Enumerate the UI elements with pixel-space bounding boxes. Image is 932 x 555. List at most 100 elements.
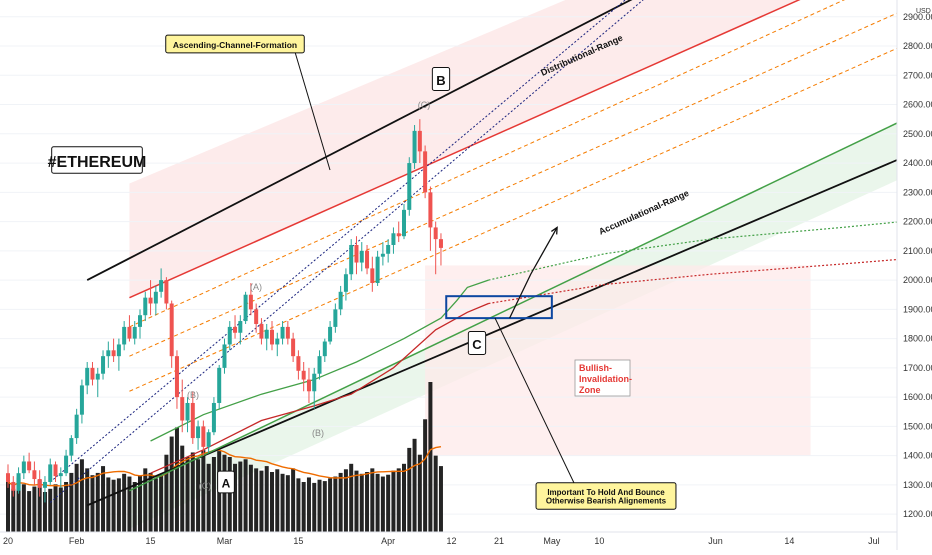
- important-label-text: Important To Hold And Bounce: [547, 488, 665, 497]
- volume-bar: [95, 472, 100, 532]
- volume-bar: [259, 470, 264, 532]
- currency-label: USD: [916, 8, 931, 15]
- volume-bar: [296, 478, 301, 532]
- volume-bar: [79, 459, 84, 532]
- projection-arrowhead: [551, 226, 558, 235]
- ma-green-projection: [488, 218, 932, 281]
- candle-body: [380, 253, 385, 257]
- y-tick-label: 1300.00: [903, 480, 932, 490]
- volume-bar: [37, 479, 42, 532]
- y-tick-label: 2800.00: [903, 41, 932, 51]
- distribution-line: [129, 0, 801, 299]
- volume-bar: [143, 468, 148, 532]
- volume-bar: [264, 466, 269, 532]
- volume-bar: [196, 459, 201, 532]
- candle-body: [143, 297, 148, 316]
- volume-bar: [291, 468, 296, 532]
- y-tick-label: 2100.00: [903, 246, 932, 256]
- wave-label-B1: (B): [187, 390, 199, 400]
- candle-body: [238, 321, 243, 333]
- candle-body: [396, 233, 401, 237]
- x-tick-label: 21: [494, 536, 504, 546]
- candle-body: [116, 344, 121, 357]
- volume-bar: [180, 445, 185, 532]
- candle-body: [106, 350, 111, 357]
- candle-body: [423, 151, 428, 193]
- volume-bar: [354, 470, 359, 532]
- wave-label-C-text: C: [472, 337, 482, 352]
- volume-bar: [201, 450, 206, 532]
- y-tick-label: 2200.00: [903, 217, 932, 227]
- candle-body: [280, 326, 285, 339]
- volume-bar: [153, 478, 158, 532]
- fib-dashed-line: [129, 0, 846, 328]
- volume-bar: [396, 468, 401, 532]
- candle-body: [95, 373, 100, 380]
- candle-body: [428, 192, 433, 228]
- candle-body: [296, 356, 301, 371]
- volume-bar: [254, 468, 259, 532]
- y-tick-label: 1900.00: [903, 304, 932, 314]
- important-leader-line: [494, 317, 576, 486]
- candle-body: [322, 341, 327, 357]
- y-axis-layer: 1200.00 1300.00 1400.00 1500.00 1600.00 1700.…: [896, 0, 932, 550]
- x-tick-label: Jun: [708, 536, 723, 546]
- candle-body: [90, 367, 95, 380]
- volume-bar: [16, 477, 21, 532]
- volume-bar: [53, 484, 58, 532]
- candle-body: [206, 432, 211, 447]
- important-label-bg: [535, 482, 677, 510]
- volume-bar: [322, 481, 327, 532]
- ma-green-line: [150, 279, 489, 442]
- volume-bar: [11, 488, 16, 532]
- candle-body: [138, 315, 142, 327]
- volume-bar: [343, 469, 348, 532]
- wave-label-B-bg: [431, 67, 451, 91]
- y-tick-label: 2700.00: [903, 70, 932, 80]
- wave-label-A: A: [217, 470, 235, 494]
- candle-body: [359, 250, 364, 263]
- volume-bar: [174, 427, 179, 532]
- candle-body: [190, 402, 195, 439]
- x-tick-label: Jul: [868, 536, 880, 546]
- candle-body: [111, 350, 116, 357]
- volume-bar: [306, 477, 311, 532]
- candle-body: [417, 130, 422, 152]
- y-tick-label: 2900.00: [903, 12, 932, 22]
- volume-bar: [270, 472, 274, 532]
- y-tick-label: 1400.00: [903, 451, 932, 461]
- y-tick-label: 1200.00: [903, 509, 932, 519]
- ascending-channel-label-text: Ascending-Channel-Formation: [173, 40, 297, 50]
- candle-body: [21, 461, 26, 474]
- wave-label-C2: (C): [199, 481, 212, 491]
- candles-layer: [6, 119, 443, 503]
- candle-body: [306, 379, 311, 392]
- y-axis-panel: [897, 0, 932, 550]
- candle-body: [259, 323, 264, 339]
- volume-bar: [85, 468, 90, 532]
- invalidation-label: Bullish-Invalidation-Zone: [574, 359, 632, 397]
- volume-bar: [127, 476, 132, 532]
- volume-bar: [211, 457, 216, 532]
- channel-upper-line: [86, 0, 633, 281]
- ascending-channel-label: Ascending-Channel-Formation: [165, 34, 305, 54]
- candle-body: [64, 455, 69, 474]
- candle-body: [164, 280, 169, 304]
- x-tick-label: 20: [3, 536, 13, 546]
- invalidation-label-text: Zone: [579, 385, 601, 395]
- x-tick-label: May: [543, 536, 561, 546]
- y-tick-label: 2000.00: [903, 275, 932, 285]
- candle-body: [159, 280, 164, 292]
- y-tick-label: 2300.00: [903, 187, 932, 197]
- x-tick-label: 10: [594, 536, 604, 546]
- wave-label-A-sub: (A): [250, 282, 262, 292]
- candle-body: [48, 464, 53, 482]
- candle-body: [222, 344, 227, 368]
- volume-bar: [238, 461, 243, 532]
- candle-body: [365, 250, 370, 269]
- volume-bar: [243, 459, 248, 532]
- volume-bar: [407, 447, 412, 532]
- volume-bar: [402, 463, 406, 532]
- candle-body: [433, 227, 438, 240]
